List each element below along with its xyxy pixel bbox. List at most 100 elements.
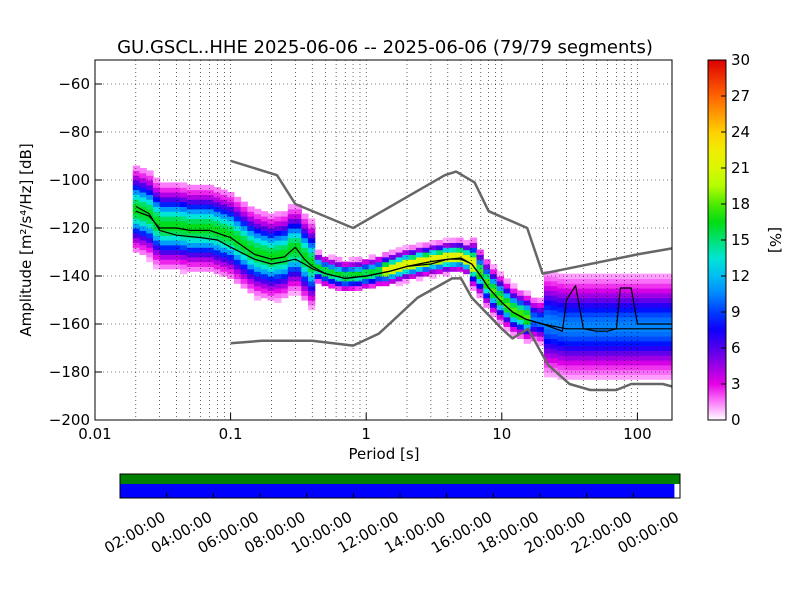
heatmap-cell — [173, 196, 181, 203]
colorbar-tick-label: 30 — [731, 51, 750, 69]
heatmap-cell — [395, 261, 403, 267]
heatmap-cell — [233, 235, 242, 241]
heatmap-cell — [294, 237, 302, 243]
heatmap-cell — [469, 237, 478, 243]
heatmap-cell — [631, 297, 639, 303]
heatmap-cell — [308, 271, 316, 277]
heatmap-cell — [186, 213, 194, 219]
heatmap-cell — [469, 252, 478, 258]
heatmap-cell — [611, 273, 619, 279]
heatmap-cell — [193, 256, 201, 263]
heatmap-cell — [658, 278, 666, 284]
heatmap-cell — [564, 360, 572, 366]
heatmap-cell — [651, 316, 660, 323]
heatmap-cell — [355, 285, 363, 291]
heatmap-cell — [409, 249, 417, 255]
heatmap-cell — [550, 348, 558, 354]
heatmap-cell — [577, 355, 585, 361]
heatmap-cell — [180, 216, 188, 222]
heatmap-cell — [294, 228, 302, 234]
heatmap-cell — [658, 297, 666, 303]
heatmap-cell — [631, 278, 639, 284]
heatmap-cell — [355, 276, 363, 282]
heatmap-cell — [530, 312, 538, 318]
heatmap-cell — [247, 264, 255, 270]
heatmap-cell — [645, 297, 653, 303]
heatmap-cell — [638, 340, 646, 347]
heatmap-cell — [132, 228, 141, 234]
heatmap-cell — [631, 292, 639, 299]
heatmap-cell — [274, 273, 282, 279]
heatmap-cell — [220, 204, 228, 210]
heatmap-cell — [611, 316, 619, 323]
heatmap-cell — [591, 307, 599, 313]
heatmap-cell — [570, 283, 579, 289]
heatmap-cell — [341, 280, 349, 287]
heatmap-cell — [550, 352, 558, 359]
heatmap-cell — [200, 199, 208, 205]
heatmap-cell — [274, 297, 282, 303]
heatmap-cell — [638, 316, 646, 323]
heatmap-cell — [436, 268, 444, 275]
heatmap-cell — [530, 331, 538, 337]
heatmap-cell — [254, 261, 262, 267]
heatmap-cell — [180, 206, 188, 212]
heatmap-cell — [503, 297, 511, 303]
heatmap-cell — [557, 292, 565, 299]
heatmap-cell — [254, 237, 262, 243]
heatmap-cell — [638, 336, 646, 342]
heatmap-cell — [213, 235, 221, 241]
heatmap-cell — [557, 355, 565, 361]
heatmap-cell — [584, 292, 592, 299]
heatmap-cell — [402, 259, 410, 265]
heatmap-cell — [584, 369, 592, 375]
heatmap-cell — [260, 225, 269, 231]
heatmap-cell — [422, 252, 430, 258]
heatmap-cell — [308, 256, 316, 263]
heatmap-cell — [281, 230, 289, 236]
heatmap-cell — [139, 196, 147, 203]
heatmap-cell — [173, 254, 181, 260]
heatmap-cell — [173, 192, 181, 198]
heatmap-cell — [173, 182, 181, 188]
heatmap-cell — [287, 223, 296, 229]
heatmap-cell — [132, 175, 141, 181]
heatmap-cell — [618, 355, 626, 361]
heatmap-cell — [159, 220, 168, 227]
heatmap-cell — [240, 211, 248, 217]
heatmap-cell — [206, 256, 215, 263]
heatmap-cell — [227, 220, 235, 227]
heatmap-cell — [287, 261, 296, 267]
heatmap-cell — [382, 276, 390, 282]
heatmap-cell — [321, 256, 329, 263]
heatmap-cell — [604, 369, 612, 375]
heatmap-cell — [658, 355, 666, 361]
heatmap-cell — [415, 247, 424, 253]
heatmap-cell — [247, 268, 255, 275]
heatmap-cell — [139, 192, 147, 198]
heatmap-cell — [247, 220, 255, 227]
heatmap-cell — [146, 184, 154, 191]
heatmap-cell — [308, 223, 316, 229]
heatmap-cell — [604, 297, 612, 303]
heatmap-cell — [193, 247, 201, 253]
heatmap-cell — [611, 307, 619, 313]
heatmap-cell — [166, 206, 174, 212]
heatmap-cell — [200, 194, 208, 200]
heatmap-cell — [570, 321, 579, 327]
heatmap-cell — [577, 345, 585, 351]
heatmap-cell — [618, 336, 626, 342]
heatmap-cell — [254, 223, 262, 229]
heatmap-cell — [618, 283, 626, 289]
heatmap-cell — [503, 307, 511, 313]
heatmap-cell — [469, 280, 478, 287]
heatmap-cell — [597, 321, 606, 327]
heatmap-cell — [213, 196, 221, 203]
heatmap-cell — [146, 256, 154, 263]
heatmap-cell — [388, 273, 397, 279]
heatmap-cell — [200, 237, 208, 243]
heatmap-cell — [166, 182, 174, 188]
heatmap-cell — [153, 182, 161, 188]
heatmap-cell — [233, 196, 242, 203]
heatmap-cell — [193, 266, 201, 272]
